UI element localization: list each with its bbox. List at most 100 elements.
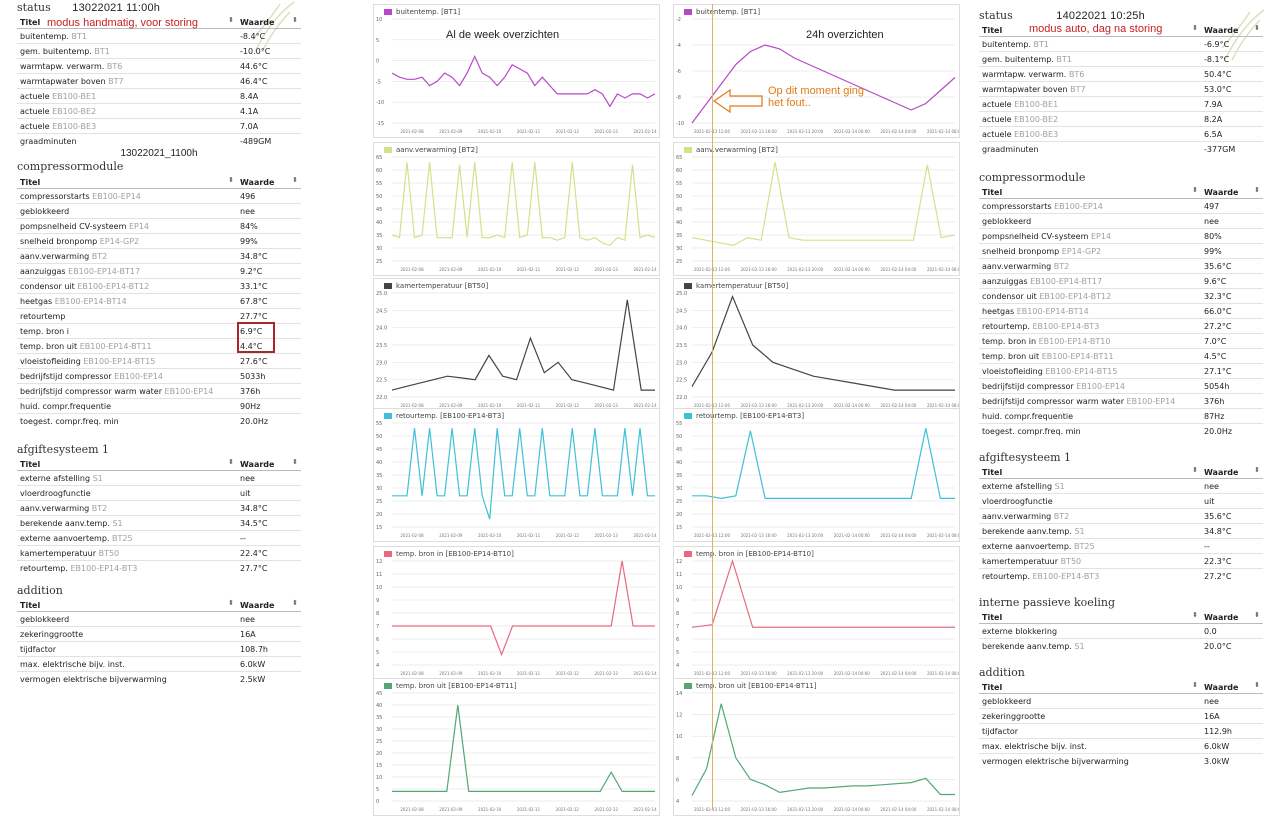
- y-tick-label: 25: [676, 259, 682, 265]
- table-row: temp. bron uit EB100-EP14-BT11 4.5°C: [979, 348, 1263, 364]
- row-label: actuele: [20, 106, 50, 116]
- row-label: vloeistofleiding: [20, 356, 81, 366]
- row-title: compressorstarts EB100-EP14: [17, 188, 237, 204]
- chart-legend[interactable]: temp. bron in [EB100-EP14-BT10]: [384, 550, 514, 558]
- row-title: actuele EB100-BE2: [17, 103, 237, 119]
- y-tick-label: 10: [376, 775, 382, 781]
- row-sensor-code: BT7: [1070, 84, 1086, 94]
- y-tick-label: 6: [376, 637, 379, 643]
- table-row: warmtapw. verwarm. BT6 50.4°C: [979, 66, 1263, 82]
- table-row: externe aanvoertemp. BT25 --: [979, 538, 1263, 554]
- column-header-value[interactable]: Waarde ⬍: [1201, 24, 1263, 37]
- row-sensor-code: EB100-EP14-BT3: [1032, 571, 1100, 581]
- column-header-title[interactable]: Titel ⬍: [979, 186, 1201, 199]
- y-tick-label: 12: [676, 559, 682, 565]
- chart-legend[interactable]: aanv.verwarming [BT2]: [384, 146, 478, 154]
- series-line: [691, 44, 956, 124]
- x-tick-label: 2021-02-14 00:00: [834, 267, 871, 272]
- table-row: compressorstarts EB100-EP14 497: [979, 198, 1263, 214]
- column-header-title[interactable]: Titel ⬍: [17, 458, 237, 471]
- row-value: 20.0Hz: [237, 413, 301, 428]
- table-row: condensor uit EB100-EP14-BT12 32.3°C: [979, 288, 1263, 304]
- row-value: 3.0kW: [1201, 753, 1263, 768]
- row-value: 6.0kW: [237, 656, 301, 672]
- table-row: actuele EB100-BE1 8.4A: [17, 88, 301, 104]
- chart-legend[interactable]: kamertemperatuur [BT50]: [684, 282, 788, 290]
- column-header-value[interactable]: Waarde ⬍: [237, 176, 301, 189]
- row-label: gem. buitentemp.: [982, 54, 1054, 64]
- row-label: bedrijfstijd compressor: [20, 371, 112, 381]
- chart-plot: 65 60 55 50 45 40 35 30 25 2021-02-08 2021-02-09 20…: [376, 155, 657, 272]
- x-tick-label: 2021-02-13 16:00: [741, 533, 778, 538]
- row-title: temp. bron uit EB100-EP14-BT11: [979, 348, 1201, 364]
- column-header-title[interactable]: Titel ⬍: [17, 16, 237, 29]
- column-header-value[interactable]: Waarde ⬍: [1201, 186, 1263, 199]
- x-tick-label: 2021-02-08: [400, 267, 424, 272]
- table-row: bedrijfstijd compressor EB100-EP14 5054h: [979, 378, 1263, 394]
- x-tick-label: 2021-02-08: [400, 807, 424, 812]
- fault-arrow-icon: [712, 88, 763, 114]
- chart-legend[interactable]: retourtemp. [EB100-EP14-BT3]: [384, 412, 504, 420]
- chart-legend[interactable]: retourtemp. [EB100-EP14-BT3]: [684, 412, 804, 420]
- status-table: Titel ⬍ Waarde ⬍ buitentemp. BT1 -6.9°C gem.…: [979, 24, 1263, 156]
- screenshot-note: 13022021_1100h: [120, 148, 198, 159]
- chart-legend[interactable]: temp. bron in [EB100-EP14-BT10]: [684, 550, 814, 558]
- column-header-title[interactable]: Titel ⬍: [979, 24, 1201, 37]
- chart-legend[interactable]: buitentemp. [BT1]: [384, 8, 460, 16]
- column-header-value[interactable]: Waarde ⬍: [237, 16, 301, 29]
- row-label: kamertemperatuur: [982, 556, 1059, 566]
- column-header-title[interactable]: Titel ⬍: [17, 176, 237, 189]
- row-title: aanv.verwarming BT2: [17, 248, 237, 264]
- y-tick-label: 35: [676, 233, 682, 239]
- y-tick-label: 55: [676, 421, 682, 427]
- column-header-value[interactable]: Waarde ⬍: [237, 599, 301, 612]
- row-label: geblokkeerd: [982, 216, 1032, 226]
- y-tick-label: 11: [676, 572, 682, 578]
- row-label: actuele: [20, 121, 50, 131]
- chart-plot: 45 40 35 30 25 20 15 10 5 0 2021-02-08 2021-02-09 20…: [376, 691, 657, 812]
- row-title: berekende aanv.temp. S1: [979, 638, 1201, 653]
- legend-label: kamertemperatuur [BT50]: [696, 282, 789, 290]
- row-value: 376h: [1201, 393, 1263, 409]
- status-table: Titel ⬍ Waarde ⬍ buitentemp. BT1 -8.4°C gem.…: [17, 16, 301, 148]
- column-header-value[interactable]: Waarde ⬍: [1201, 466, 1263, 479]
- row-label: aanv.verwarming: [20, 251, 90, 261]
- row-value: 44.6°C: [237, 58, 301, 74]
- table-row: vloerdroogfunctie uit: [979, 493, 1263, 509]
- row-label: vermogen elektrische bijverwarming: [20, 674, 167, 684]
- x-tick-label: 2021-02-14 08:00: [927, 267, 959, 272]
- x-tick-label: 2021-02-08: [400, 403, 424, 408]
- column-header-title[interactable]: Titel ⬍: [979, 681, 1201, 694]
- x-tick-label: 2021-02-14: [633, 129, 657, 134]
- x-tick-label: 2021-02-13 20:00: [787, 267, 824, 272]
- x-tick-label: 2021-02-14 00:00: [834, 403, 871, 408]
- y-tick-label: 6: [676, 777, 679, 783]
- column-header-title[interactable]: Titel ⬍: [979, 466, 1201, 479]
- x-tick-label: 2021-02-10: [478, 129, 502, 134]
- table-row: snelheid bronpomp EP14-GP2 99%: [17, 233, 301, 249]
- chart-legend[interactable]: kamertemperatuur [BT50]: [384, 282, 488, 290]
- row-sensor-code: EP14: [128, 221, 149, 231]
- column-header-value[interactable]: Waarde ⬍: [237, 458, 301, 471]
- chart-legend[interactable]: temp. bron uit [EB100-EP14-BT11]: [684, 682, 817, 690]
- row-value: 27.7°C: [237, 308, 301, 324]
- row-title: heetgas EB100-EP14-BT14: [979, 303, 1201, 319]
- column-header-value[interactable]: Waarde ⬍: [1201, 611, 1263, 624]
- chart-legend[interactable]: temp. bron uit [EB100-EP14-BT11]: [384, 682, 517, 690]
- row-title: externe afstelling S1: [979, 478, 1201, 494]
- table-row: zekeringgrootte 16A: [979, 708, 1263, 724]
- chart-legend[interactable]: aanv.verwarming [BT2]: [684, 146, 778, 154]
- compressor-table: Titel ⬍ Waarde ⬍ compressorstarts EB100-EP…: [979, 186, 1263, 438]
- table-row: pompsnelheid CV-systeem EP14 80%: [979, 228, 1263, 244]
- y-tick-label: 4: [376, 663, 379, 669]
- row-label: kamertemperatuur: [20, 548, 97, 558]
- row-label: condensor uit: [20, 281, 75, 291]
- column-header-value[interactable]: Waarde ⬍: [1201, 681, 1263, 694]
- row-title: bedrijfstijd compressor EB100-EP14: [17, 368, 237, 384]
- row-label: graadminuten: [20, 136, 77, 146]
- table-row: graadminuten -489GM: [17, 133, 301, 148]
- chart-legend[interactable]: buitentemp. [BT1]: [684, 8, 760, 16]
- column-header-title[interactable]: Titel ⬍: [17, 599, 237, 612]
- column-header-title[interactable]: Titel ⬍: [979, 611, 1201, 624]
- row-sensor-code: BT7: [108, 76, 124, 86]
